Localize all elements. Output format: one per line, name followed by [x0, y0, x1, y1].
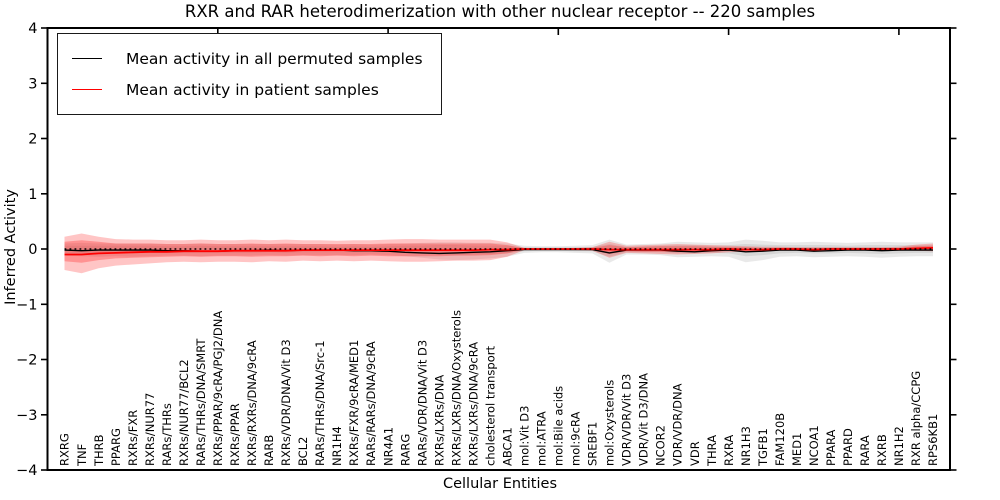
x-category-label: RXRs/LXRs/DNA/9cRA	[466, 342, 480, 466]
x-category-label: PPARA	[824, 429, 838, 466]
legend-line-sample-red	[72, 89, 102, 90]
y-tick-label: 2	[28, 132, 37, 148]
legend-item-patient: Mean activity in patient samples	[72, 74, 423, 105]
x-category-label: RARB	[262, 435, 276, 466]
x-category-label: RARs/THRs/DNA/Src-1	[313, 340, 327, 466]
y-tick-label: 1	[28, 187, 37, 203]
x-category-label: NR1H2	[892, 426, 906, 466]
x-category-label: PPARD	[841, 428, 855, 466]
x-category-label: VDR/VDR/DNA	[671, 383, 685, 466]
x-category-label: RPS6KB1	[926, 414, 940, 466]
x-category-label: RARs/RARs/DNA/9cRA	[364, 341, 378, 466]
x-category-label: VDR/VDR/Vit D3	[620, 374, 634, 466]
x-category-label: cholesterol transport	[483, 346, 497, 466]
x-category-label: RXRs/NUR77/BCL2	[177, 359, 191, 466]
legend: Mean activity in all permuted samples Me…	[57, 33, 442, 115]
x-category-label: FAM120B	[773, 413, 787, 466]
y-tick-label: −4	[16, 463, 37, 479]
legend-label: Mean activity in all permuted samples	[126, 49, 423, 68]
x-category-label: BCL2	[296, 437, 310, 466]
x-category-label: MED1	[790, 433, 804, 466]
x-category-label: RXRG	[58, 433, 72, 466]
x-category-label: RXRs/PPAR	[228, 403, 242, 466]
x-category-label: VDR/Vit D3/DNA	[637, 373, 651, 466]
x-category-label: RXRA	[722, 435, 736, 466]
x-category-label: NR4A1	[381, 427, 395, 466]
x-category-label: PPARG	[109, 428, 123, 466]
legend-line-sample-black	[72, 58, 102, 59]
x-category-label: RXRs/NUR77	[143, 393, 157, 466]
x-category-label: mol:ATRA	[535, 411, 549, 466]
x-category-label: mol:Bile acids	[552, 386, 566, 466]
x-category-label: mol:Oxysterols	[603, 380, 617, 466]
band-patient-samples-std-outer	[64, 233, 933, 274]
y-tick-label: 3	[28, 76, 37, 92]
x-category-label: RXRs/PPAR/9cRA/PGJ2/DNA	[211, 311, 225, 466]
x-category-label: RARA	[858, 435, 872, 466]
x-category-label: mol:Vit D3	[518, 406, 532, 466]
x-category-label: RXRs/LXRs/DNA/Oxysterols	[449, 310, 463, 466]
legend-label: Mean activity in patient samples	[126, 80, 379, 99]
y-tick-label: 0	[28, 242, 37, 258]
x-category-label: TNF	[75, 444, 89, 467]
x-category-label: NCOA1	[807, 425, 821, 466]
x-category-label: RXRs/FXR/9cRA/MED1	[347, 340, 361, 466]
x-category-label: RARs/THRs/DNA/SMRT	[194, 338, 208, 466]
x-category-label: ABCA1	[501, 427, 515, 466]
x-category-label: NCOR2	[654, 425, 668, 466]
x-category-label: RARG	[398, 434, 412, 466]
series-line-patient	[64, 247, 934, 256]
x-category-label: VDR	[688, 441, 702, 466]
x-category-label: RXR alpha/CCPG	[909, 371, 923, 466]
x-category-label: RXRs/LXRs/DNA	[432, 375, 446, 466]
x-category-label: THRB	[92, 434, 106, 467]
x-axis-label: Cellular Entities	[442, 476, 558, 492]
x-category-label: RXRs/RXRs/DNA/9cRA	[245, 340, 259, 466]
x-category-label: RXRs/VDR/DNA/Vit D3	[279, 339, 293, 466]
x-category-label: SREBF1	[586, 422, 600, 466]
x-category-label: NR1H4	[330, 426, 344, 466]
y-tick-label: −3	[16, 408, 37, 424]
legend-item-permuted: Mean activity in all permuted samples	[72, 43, 423, 74]
chart-title: RXR and RAR heterodimerization with othe…	[184, 2, 816, 21]
x-category-label: RXRB	[875, 434, 889, 466]
x-category-label: RARs/THRs	[160, 403, 174, 466]
x-category-label: RXRs/FXR	[126, 410, 140, 466]
y-tick-label: −2	[16, 353, 37, 369]
x-category-label: TGFB1	[756, 428, 770, 467]
y-tick-label: −1	[16, 297, 37, 313]
y-tick-label: 4	[28, 21, 37, 37]
x-category-label: RARs/VDR/DNA/Vit D3	[415, 340, 429, 466]
y-axis-label: Inferred Activity	[3, 189, 19, 305]
x-category-label: mol:9cRA	[569, 412, 583, 466]
x-category-label: THRA	[705, 435, 719, 467]
x-category-label: NR1H3	[739, 426, 753, 466]
